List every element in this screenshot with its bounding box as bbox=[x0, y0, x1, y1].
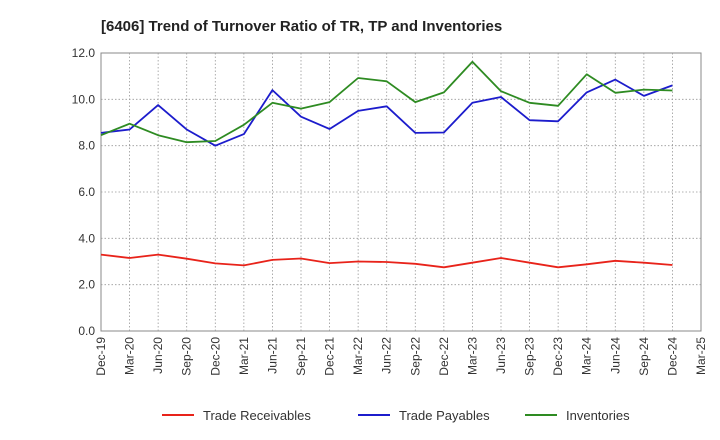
x-tick-label: Jun-22 bbox=[380, 337, 394, 374]
series-line-2 bbox=[100, 60, 673, 144]
x-tick-label: Sep-20 bbox=[180, 337, 194, 376]
series-line-1 bbox=[100, 78, 673, 147]
legend-label-0: Trade Receivables bbox=[203, 408, 311, 423]
x-tick-label: Dec-22 bbox=[437, 337, 451, 376]
x-tick-label: Dec-24 bbox=[665, 337, 679, 376]
y-tick-label: 6.0 bbox=[78, 185, 95, 199]
x-tick-label: Dec-23 bbox=[551, 337, 565, 376]
x-tick-label: Mar-20 bbox=[123, 337, 137, 375]
x-tick-label: Sep-22 bbox=[408, 337, 422, 376]
x-tick-label: Mar-23 bbox=[465, 337, 479, 375]
y-tick-label: 10.0 bbox=[72, 92, 96, 106]
y-tick-label: 4.0 bbox=[78, 231, 95, 245]
x-tick-label: Dec-20 bbox=[208, 337, 222, 376]
x-tick-label: Sep-21 bbox=[294, 337, 308, 376]
grid-lines bbox=[101, 53, 701, 331]
x-tick-label: Dec-21 bbox=[323, 337, 337, 376]
x-tick-label: Mar-21 bbox=[237, 337, 251, 375]
series-line-0 bbox=[100, 253, 673, 269]
y-axis-ticks: 0.0 2.0 4.0 6.0 8.0 10.0 12.0 bbox=[72, 46, 96, 338]
y-tick-label: 2.0 bbox=[78, 278, 95, 292]
x-tick-label: Mar-25 bbox=[694, 337, 708, 375]
x-tick-label: Jun-24 bbox=[608, 337, 622, 374]
legend-label-1: Trade Payables bbox=[399, 408, 490, 423]
plot-frame bbox=[100, 52, 702, 332]
x-tick-label: Dec-19 bbox=[94, 337, 108, 376]
legend-label-2: Inventories bbox=[566, 408, 630, 423]
y-tick-label: 12.0 bbox=[72, 46, 96, 60]
x-tick-label: Mar-22 bbox=[351, 337, 365, 375]
x-tick-label: Sep-23 bbox=[523, 337, 537, 376]
x-tick-label: Jun-21 bbox=[265, 337, 279, 374]
x-axis-ticks: Dec-19 Mar-20 Jun-20 Sep-20 Dec-20 Mar-21 Jun-… bbox=[94, 337, 708, 376]
x-tick-label: Jun-23 bbox=[494, 337, 508, 374]
chart-title: [6406] Trend of Turnover Ratio of TR, TP… bbox=[101, 18, 502, 35]
series-lines bbox=[100, 60, 673, 269]
x-tick-label: Sep-24 bbox=[637, 337, 651, 376]
x-tick-label: Jun-20 bbox=[151, 337, 165, 374]
x-tick-label: Mar-24 bbox=[580, 337, 594, 375]
y-tick-label: 0.0 bbox=[78, 324, 95, 338]
y-tick-label: 8.0 bbox=[78, 139, 95, 153]
legend: Trade Receivables Trade Payables Inventori… bbox=[162, 408, 630, 423]
